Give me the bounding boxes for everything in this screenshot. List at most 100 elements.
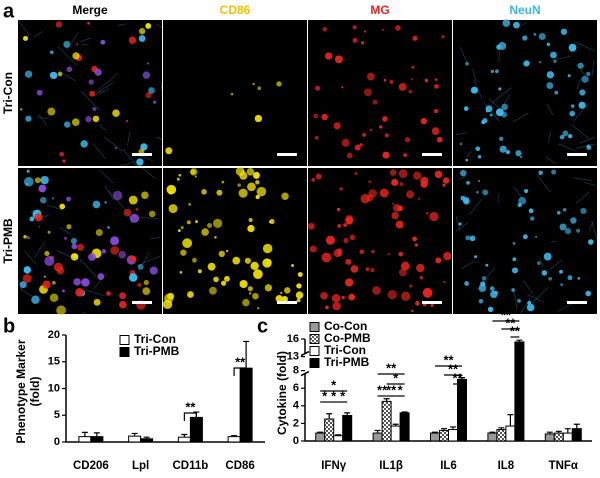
cell [546, 82, 554, 90]
error-bar [81, 431, 88, 437]
scale-bar [567, 153, 587, 156]
cell [581, 75, 589, 83]
neurite [36, 116, 48, 119]
cell [66, 66, 73, 73]
cell [257, 86, 262, 91]
cell [411, 309, 414, 313]
cell [398, 83, 407, 91]
cell [291, 263, 295, 268]
cell [398, 169, 408, 178]
cell [365, 267, 370, 271]
cell [586, 71, 591, 77]
neurite [456, 132, 468, 135]
cell [408, 89, 413, 94]
cell [576, 228, 581, 233]
cell [372, 286, 381, 295]
cell [180, 226, 184, 230]
cell [495, 69, 499, 74]
cell [29, 216, 35, 222]
significance-label: * [393, 370, 399, 385]
cell [44, 256, 55, 266]
bar [390, 425, 401, 442]
cell [218, 250, 225, 258]
y-axis-label: (fold) [28, 377, 42, 407]
cell [101, 249, 107, 254]
cell [425, 211, 429, 215]
significance-label: ** [501, 307, 512, 322]
cell [321, 252, 332, 263]
error-bar [441, 428, 447, 431]
cell [412, 35, 418, 41]
neurite [19, 288, 37, 300]
cell [522, 234, 528, 240]
cell [382, 151, 390, 159]
cell [360, 41, 365, 45]
cell [411, 65, 415, 69]
neurite [527, 294, 544, 303]
neurite [24, 250, 37, 265]
cell [487, 306, 494, 313]
x-tick-label: IL8 [498, 460, 515, 472]
legend-swatch [119, 347, 130, 357]
cell [398, 251, 404, 257]
cell [498, 87, 502, 91]
cell [401, 261, 410, 271]
neurite [472, 68, 477, 83]
cell [221, 280, 227, 286]
cell [22, 274, 32, 284]
cell [441, 35, 445, 39]
bar [496, 429, 507, 442]
bar [227, 436, 241, 443]
cell [430, 303, 434, 308]
significance-label: * [340, 388, 346, 403]
scale-bar [132, 301, 152, 304]
cell [550, 51, 557, 59]
cell [81, 278, 90, 287]
cell [296, 298, 301, 303]
cell [137, 282, 142, 287]
cell [321, 113, 328, 121]
cell [214, 236, 217, 239]
column-header: NeuN [509, 3, 540, 17]
cell [24, 70, 33, 78]
neurite [520, 298, 531, 314]
error-bar [401, 411, 408, 413]
neurite [571, 124, 590, 140]
cell [209, 286, 217, 295]
cell [482, 189, 489, 196]
neurite [588, 221, 594, 232]
cell [339, 187, 343, 191]
column-header: MG [370, 3, 389, 17]
cell [56, 266, 65, 275]
cell [518, 196, 527, 205]
neurite [513, 291, 518, 310]
neurite [17, 19, 30, 36]
cell [345, 215, 354, 224]
cell [395, 25, 401, 31]
bar [140, 438, 154, 443]
cell [284, 287, 291, 294]
scale-bar [422, 153, 442, 156]
cell [392, 202, 395, 205]
cell [417, 197, 421, 200]
cell [505, 150, 511, 155]
cell [313, 113, 319, 119]
cell [481, 276, 487, 281]
cell [59, 151, 64, 157]
cell [192, 257, 197, 263]
cell [296, 283, 302, 289]
cell [464, 281, 470, 286]
bar [457, 378, 467, 442]
cell [42, 280, 51, 289]
cell [570, 217, 577, 224]
panel-label: c [257, 315, 268, 337]
bar [487, 432, 498, 442]
significance-bracket [183, 412, 197, 421]
cell [337, 251, 342, 257]
cell [168, 204, 178, 214]
bar [324, 418, 335, 442]
cell [89, 90, 96, 97]
cell [466, 180, 470, 185]
cell [368, 180, 372, 184]
bar [553, 432, 564, 442]
